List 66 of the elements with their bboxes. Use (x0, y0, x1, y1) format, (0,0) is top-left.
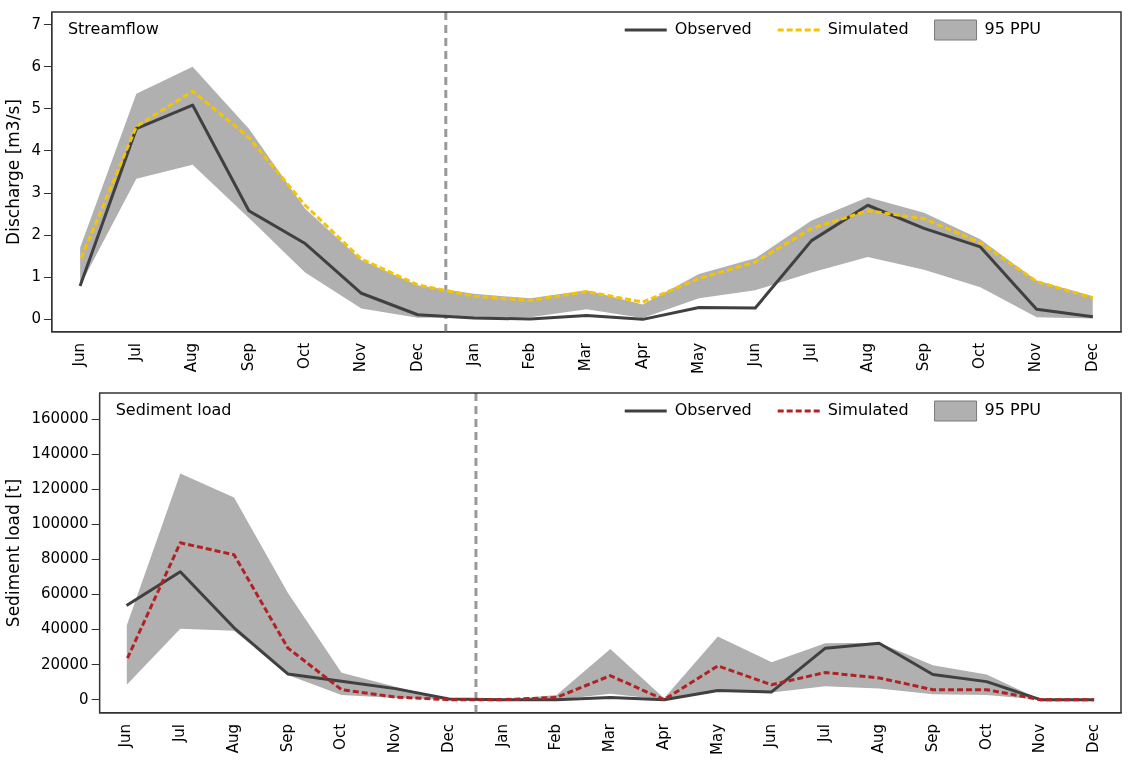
x-tick-label: Jan (463, 342, 482, 368)
x-tick-label: Jun (69, 342, 88, 368)
legend-label: Simulated (827, 400, 909, 420)
x-tick-label: Jun (745, 342, 764, 368)
x-tick-label: Oct (970, 342, 989, 369)
x-tick-label: Sep (913, 342, 932, 372)
x-tick-label: May (688, 342, 707, 374)
x-tick-label: Dec (1082, 342, 1101, 373)
legend-label: 95 PPU (984, 400, 1041, 420)
y-axis-title: Discharge [m3/s] (2, 99, 23, 245)
x-tick-label: Oct (976, 723, 995, 750)
y-tick-label: 120000 (31, 479, 89, 498)
x-tick-label: Aug (857, 342, 876, 373)
x-tick-label: Mar (576, 342, 595, 372)
y-tick-label: 80000 (40, 549, 89, 568)
x-tick-label: Oct (295, 342, 314, 369)
x-tick-label: Aug (223, 723, 242, 754)
legend-label: 95 PPU (984, 19, 1041, 39)
y-tick-label: 20000 (40, 654, 89, 673)
y-tick-label: 4 (31, 140, 41, 159)
y-tick-label: 3 (31, 182, 41, 201)
y-tick-label: 60000 (40, 584, 89, 603)
text: Streamflow (67, 19, 159, 39)
y-tick-label: 6 (31, 56, 41, 75)
y-tick-label: 5 (31, 98, 41, 117)
x-tick-label: Dec (1084, 723, 1103, 754)
y-tick-label: 7 (31, 14, 41, 33)
x-tick-label: Oct (331, 723, 350, 750)
legend-label: Observed (674, 400, 752, 420)
x-tick-label: Sep (277, 723, 296, 753)
y-tick-label: 100000 (31, 514, 89, 533)
x-tick-label: Dec (407, 342, 426, 373)
x-tick-label: Apr (653, 723, 672, 750)
line-series (125, 541, 1096, 702)
x-tick-label: Mar (600, 723, 619, 753)
y-axis-title: Sediment load [t] (2, 478, 23, 628)
x-tick-label: Dec (438, 723, 457, 754)
x-tick-label: May (707, 723, 726, 755)
legend-label: Observed (674, 19, 752, 39)
x-tick-label: Nov (1030, 723, 1049, 754)
x-tick-label: Apr (632, 342, 651, 369)
y-tick-label: 0 (31, 309, 41, 328)
x-tick-label: Feb (520, 342, 539, 370)
x-tick-label: Jul (815, 723, 834, 744)
y-tick-label: 40000 (40, 619, 89, 638)
x-tick-label: Aug (182, 342, 201, 373)
y-tick-label: 0 (79, 689, 89, 708)
x-tick-label: Nov (351, 342, 370, 373)
x-tick-label: Jan (492, 723, 511, 749)
x-tick-label: Aug (868, 723, 887, 754)
x-tick-label: Jul (126, 342, 145, 363)
x-tick-label: Jul (801, 342, 820, 363)
x-tick-label: Jun (116, 723, 135, 749)
x-tick-label: Nov (385, 723, 404, 754)
y-tick-label: 160000 (31, 409, 89, 428)
x-tick-label: Jul (170, 723, 189, 744)
x-tick-label: Sep (238, 342, 257, 372)
y-tick-label: 2 (31, 225, 41, 244)
legend-label: Simulated (827, 19, 909, 39)
y-tick-label: 140000 (31, 444, 89, 463)
x-tick-label: Sep (922, 723, 941, 753)
x-tick-label: Nov (1026, 342, 1045, 373)
x-tick-label: Feb (546, 723, 565, 751)
y-tick-label: 1 (31, 267, 41, 286)
text: Sediment load (115, 400, 232, 420)
x-tick-label: Jun (761, 723, 780, 749)
